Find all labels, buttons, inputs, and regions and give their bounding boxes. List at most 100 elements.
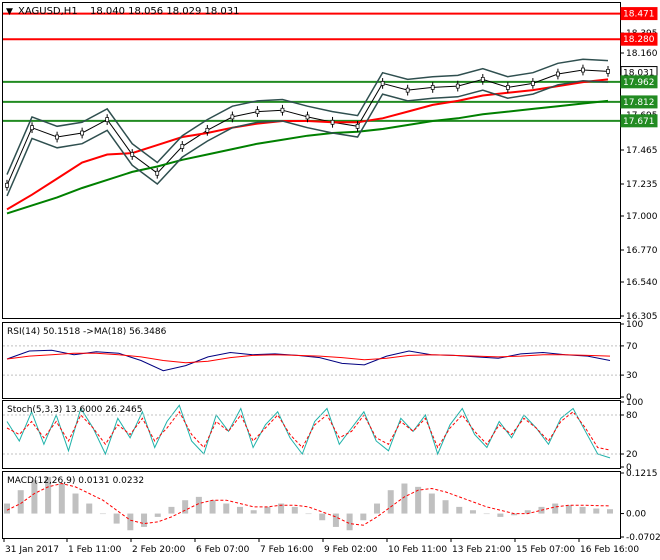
price-tag-label: 18.280 (623, 35, 655, 45)
macd-bar (593, 508, 600, 514)
candle-body (180, 144, 185, 149)
macd-bar (45, 476, 52, 514)
y-tick-label: 0 (626, 393, 632, 403)
macd-bar (511, 513, 518, 516)
candle-body (505, 85, 510, 90)
macd-bar (524, 510, 531, 514)
macd-bar (469, 510, 476, 514)
x-tick-label: 15 Feb 07:00 (516, 545, 575, 555)
macd-bar (428, 493, 435, 514)
price-tag-label: 18.471 (623, 10, 655, 20)
macd-bar (17, 490, 24, 514)
candle-body (430, 85, 435, 90)
y-tick-label: 30 (626, 371, 638, 381)
macd-bar (483, 513, 490, 515)
macd-bar (154, 513, 161, 517)
macd-bar (209, 500, 216, 514)
stoch-plot-layer (3, 404, 620, 459)
macd-bar (401, 483, 408, 514)
price-tag (620, 75, 658, 89)
main-plot-layer (3, 12, 620, 215)
macd-bar (86, 503, 93, 514)
candle-body (155, 170, 160, 176)
macd-bar (552, 503, 559, 514)
macd-bar (58, 483, 65, 514)
y-tick-label: 100 (626, 320, 643, 330)
candle-body (480, 77, 485, 82)
candle-body (30, 125, 34, 131)
time-axis: 31 Jan 2017 1 Feb 11:00 2 Feb 20:00 6 Feb 0… (3, 538, 639, 555)
y-tick-label: -0.0702 (626, 533, 660, 543)
candle-body (105, 117, 110, 122)
price-tag-label: 17.812 (623, 98, 655, 108)
macd-bar (319, 513, 326, 521)
macd-bar (291, 506, 298, 514)
rsi-ma-line (6, 352, 611, 364)
stoch-panel[interactable] (2, 400, 621, 469)
rsi-panel[interactable] (2, 322, 621, 399)
x-tick-label: 10 Feb 11:00 (388, 545, 447, 555)
x-tick-label: 31 Jan 2017 (5, 545, 59, 555)
candle-body (405, 87, 410, 93)
y-tick-label: 16.770 (626, 246, 658, 256)
y-tick-label: 16.305 (626, 312, 658, 322)
macd-bar (305, 513, 312, 515)
macd-bar (278, 503, 285, 514)
y-tick-label: 18.160 (626, 49, 658, 59)
candle-body (280, 107, 285, 113)
macd-bar (607, 509, 613, 514)
macd-bar (387, 490, 394, 514)
macd-bar (113, 513, 120, 524)
candle-body (305, 114, 310, 120)
macd-bar (195, 496, 202, 514)
ohlc-label: 18.040 18.056 18.029 18.031 (90, 6, 240, 17)
price-tag (620, 7, 658, 21)
dropdown-arrow-icon[interactable]: ▼ (6, 7, 13, 17)
main-y-axis: 18.39518.16017.92517.69517.46517.23517.0… (620, 7, 658, 322)
macd-bar (182, 500, 189, 514)
candle-body (606, 69, 610, 74)
macd-signal-line (6, 482, 611, 526)
candle-body (581, 67, 585, 73)
x-tick-label: 16 Feb 16:00 (580, 545, 639, 555)
macd-bar (579, 506, 586, 514)
x-tick-label: 2 Feb 20:00 (132, 545, 186, 555)
macd-bar (250, 510, 257, 514)
candle-body (556, 71, 560, 77)
stoch-main-line (6, 404, 611, 459)
stoch-label: Stoch(5,3,3) 13.6000 26.2465 (7, 405, 142, 415)
candle-body (230, 114, 235, 120)
symbol-label: XAGUSD,H1 (18, 6, 78, 17)
macd-panel[interactable] (2, 471, 621, 539)
macd-bar (99, 513, 106, 515)
macd-bar (264, 506, 271, 514)
y-tick-label: 0.00 (626, 510, 646, 520)
macd-bar (223, 503, 230, 514)
macd-bar (360, 513, 367, 521)
y-tick-label: 17.465 (626, 146, 658, 156)
candle-body (205, 127, 210, 133)
macd-bar (374, 503, 381, 514)
price-tag (620, 95, 658, 109)
macd-bar (127, 513, 134, 531)
price-tag-label: 18.031 (623, 69, 655, 79)
y-tick-label: 17.000 (626, 212, 658, 222)
macd-label: MACD(12,26,9) 0.0131 0.0232 (7, 476, 144, 486)
macd-bar (332, 513, 339, 527)
macd-bar (168, 506, 175, 514)
y-tick-label: 80 (626, 411, 638, 421)
x-tick-label: 9 Feb 02:00 (324, 545, 378, 555)
main-panel[interactable] (2, 2, 621, 319)
x-tick-label: 13 Feb 21:00 (452, 545, 511, 555)
price-tag-label: 17.671 (623, 117, 655, 127)
candle-body (130, 152, 135, 157)
stoch-signal-line (6, 410, 611, 451)
x-tick-label: 1 Feb 11:00 (68, 545, 122, 555)
macd-bar (565, 505, 572, 514)
macd-bar (497, 513, 504, 517)
y-tick-label: 20 (626, 450, 638, 460)
y-tick-label: 100 (626, 398, 643, 408)
y-tick-label: 16.540 (626, 278, 658, 288)
